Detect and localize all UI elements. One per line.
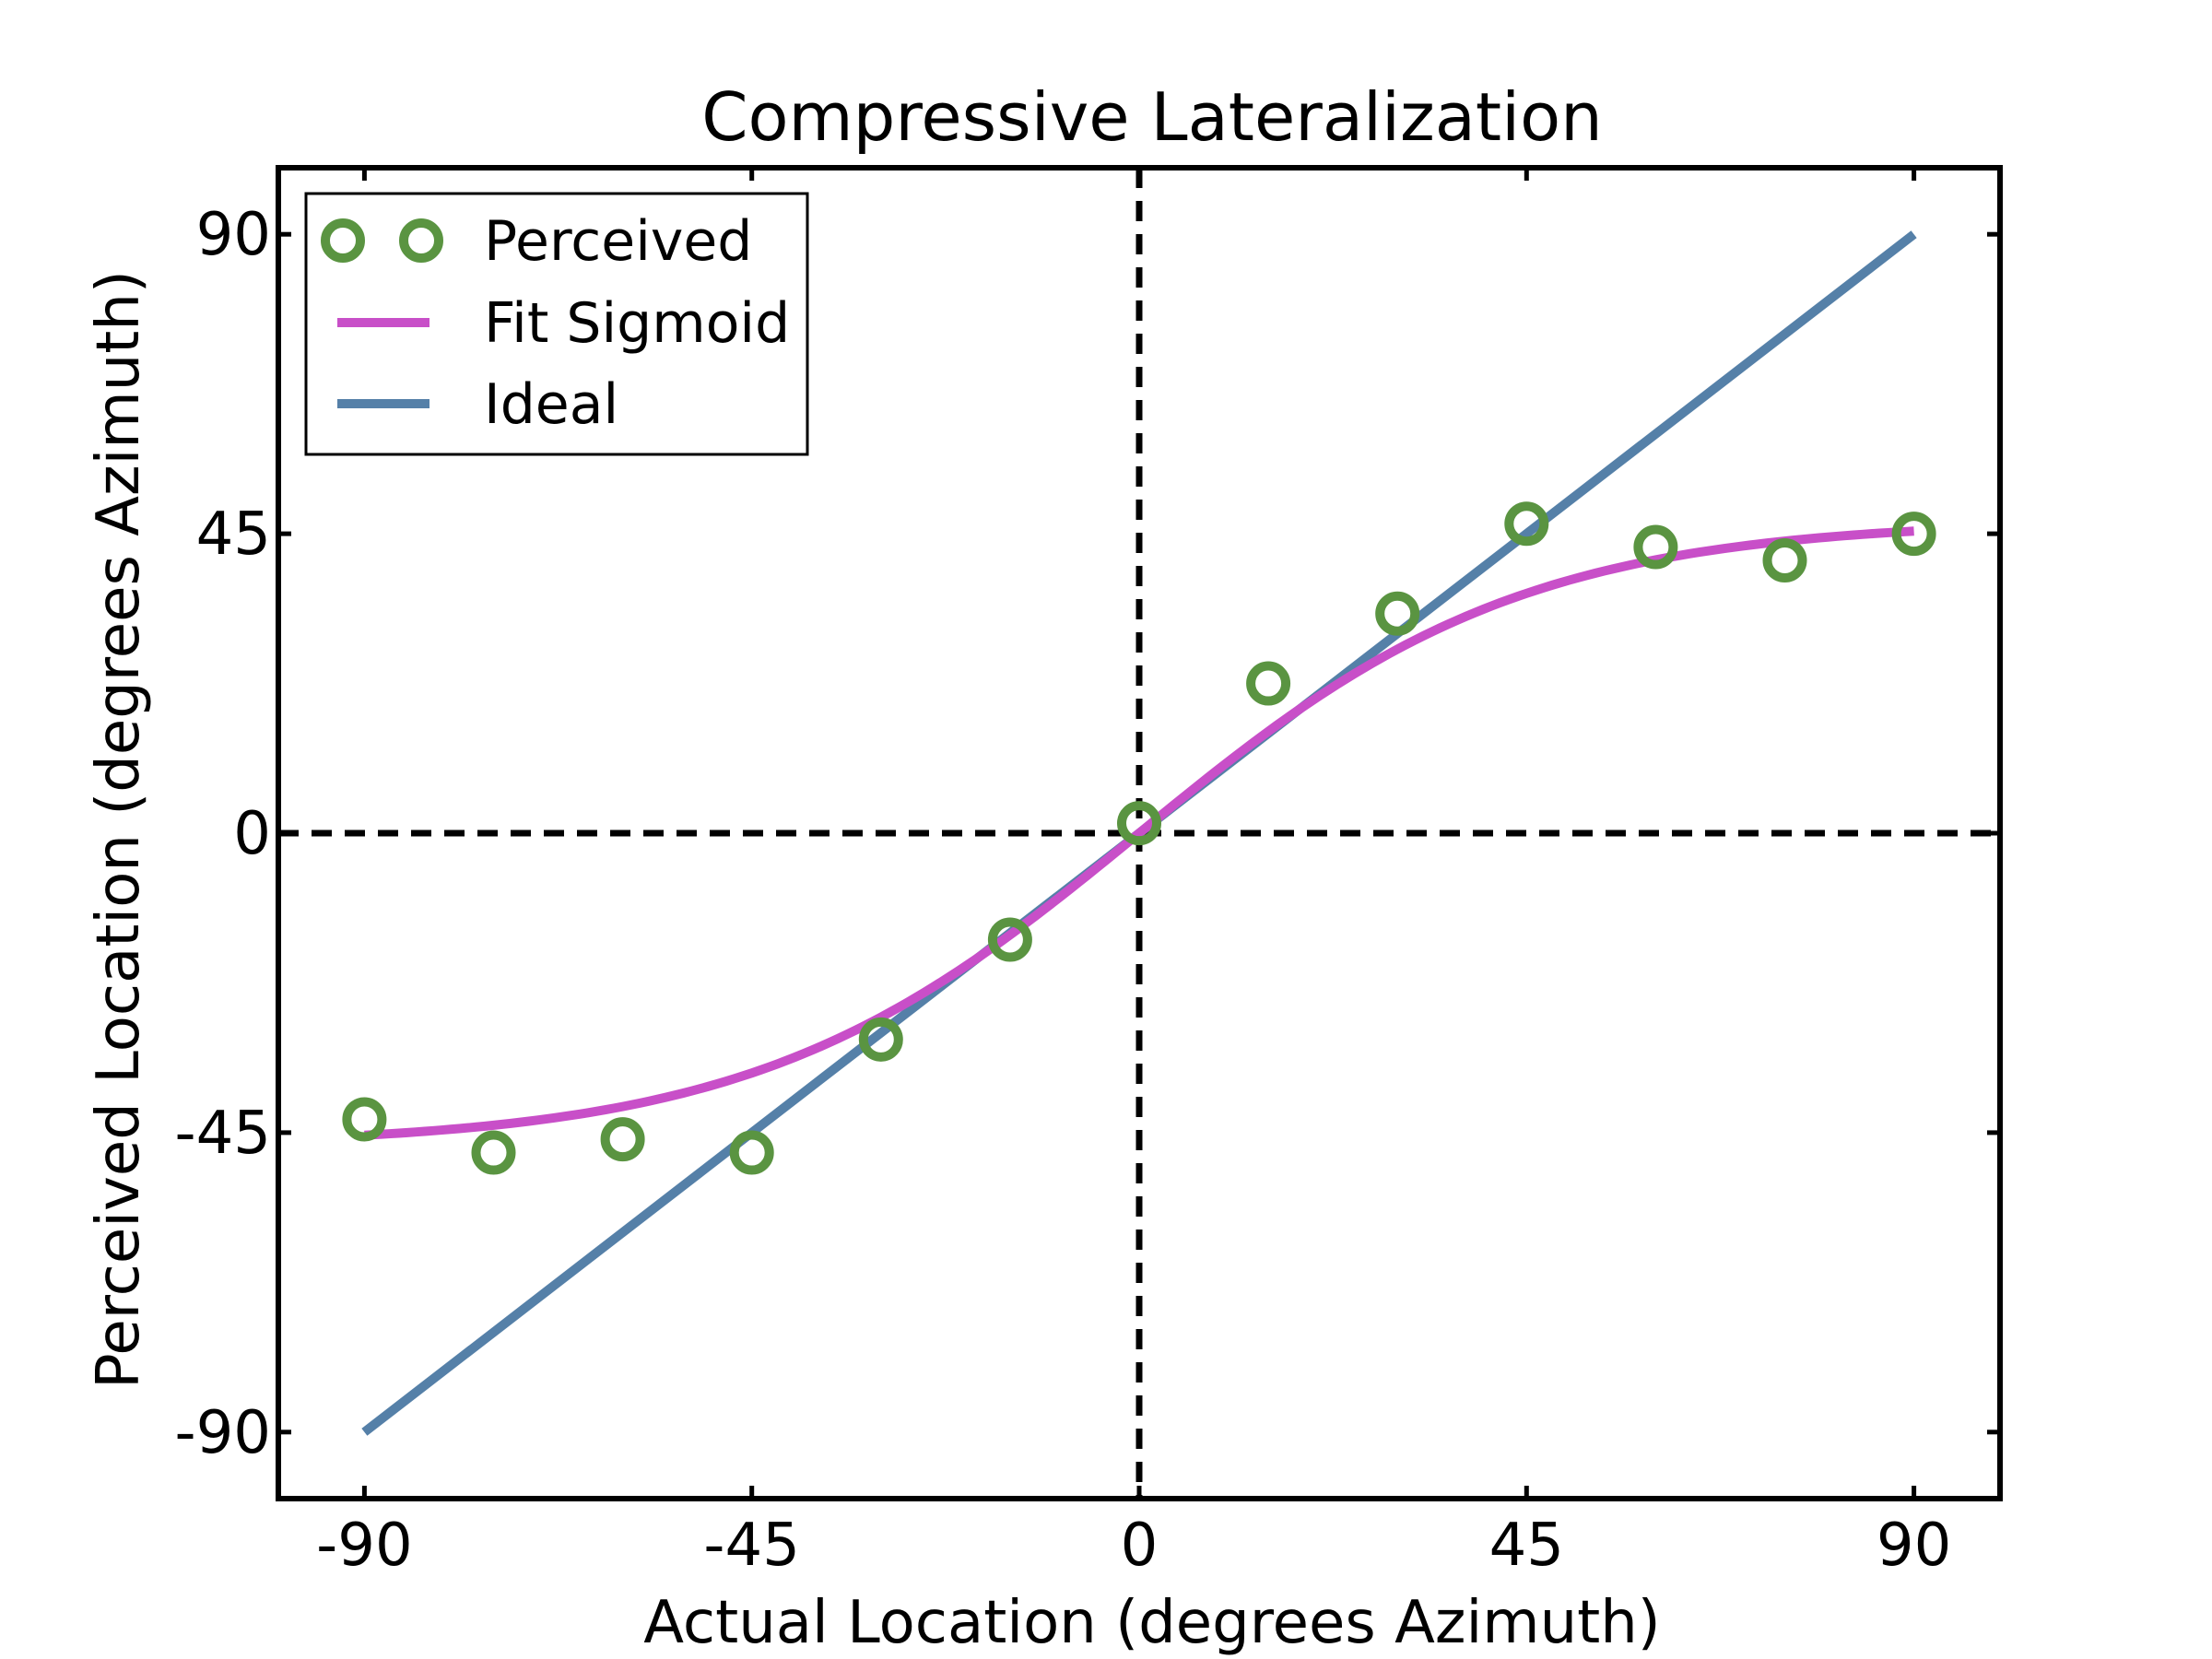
axis-ticks: -90 -45 0 45 90 -90 -45 0 45 90 — [174, 168, 2000, 1580]
y-axis-label: Perceived Location (degrees Azimuth) — [85, 270, 153, 1389]
x-tick-label: -90 — [316, 1512, 413, 1580]
x-axis-label: Actual Location (degrees Azimuth) — [643, 1589, 1661, 1657]
perceived-point — [1633, 524, 1678, 570]
legend: Perceived Fit Sigmoid Ideal — [304, 192, 809, 456]
chart-title: Compressive Lateralization — [701, 78, 1603, 156]
perceived-point — [471, 1130, 516, 1175]
perceived-point — [1246, 661, 1291, 706]
y-tick-label: 0 — [233, 800, 271, 868]
perceived-point — [1117, 801, 1161, 846]
perceived-point — [1891, 512, 1936, 557]
perceived-point — [342, 1097, 387, 1142]
legend-perceived-marker — [399, 218, 443, 263]
legend-label-ideal: Ideal — [484, 372, 618, 437]
perceived-point — [1762, 537, 1807, 582]
y-tick-label: 90 — [196, 201, 271, 269]
perceived-point — [1504, 501, 1549, 547]
x-tick-label: 45 — [1489, 1512, 1564, 1580]
y-tick-label: -45 — [174, 1100, 271, 1168]
plot-frame — [276, 165, 2003, 1501]
fit-sigmoid-curve — [364, 526, 1914, 1140]
perceived-point — [858, 1017, 903, 1062]
x-tick-label: -45 — [703, 1512, 800, 1580]
perceived-series — [342, 501, 1936, 1175]
x-tick-label: 0 — [1121, 1512, 1159, 1580]
y-tick-label: 45 — [196, 500, 271, 569]
legend-perceived-marker — [321, 218, 365, 263]
y-tick-label: -90 — [174, 1399, 271, 1467]
legend-label-fit-sigmoid: Fit Sigmoid — [484, 291, 790, 356]
perceived-point — [729, 1130, 774, 1175]
x-tick-label: 90 — [1877, 1512, 1951, 1580]
perceived-point — [987, 917, 1032, 962]
fit-sigmoid-series — [364, 526, 1914, 1140]
perceived-point — [600, 1117, 645, 1162]
perceived-point — [1375, 591, 1420, 636]
legend-label-perceived: Perceived — [484, 209, 752, 274]
